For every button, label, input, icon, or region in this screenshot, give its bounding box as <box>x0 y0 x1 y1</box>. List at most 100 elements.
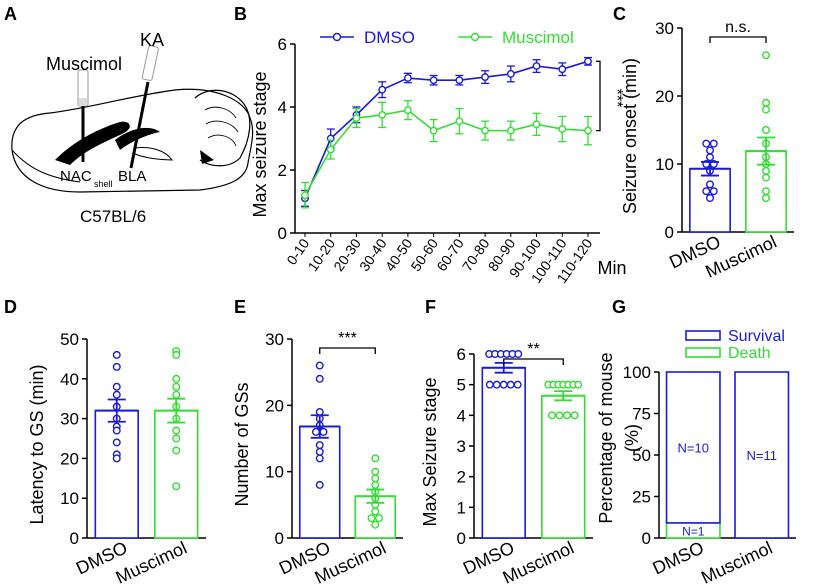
y-tick-label: 10 <box>655 155 674 174</box>
nac-label: NAC <box>60 168 92 185</box>
individual-point <box>312 427 321 436</box>
data-point <box>429 76 438 85</box>
x-tick-label: 20-30 <box>330 235 364 274</box>
individual-point <box>555 411 564 420</box>
individual-point <box>112 382 121 391</box>
y-tick-label: 40 <box>60 370 79 389</box>
panel-b-letter: B <box>234 4 247 24</box>
individual-point <box>709 187 718 196</box>
data-point <box>404 74 412 82</box>
individual-point <box>563 411 572 420</box>
legend-survival-label: Survival <box>728 328 785 345</box>
y-tick-label: 4 <box>457 406 466 425</box>
y-tick-label: 75 <box>632 405 651 424</box>
individual-point <box>513 380 522 389</box>
individual-point <box>315 374 324 383</box>
individual-point <box>706 153 715 162</box>
data-point <box>558 125 567 133</box>
y-tick-label: 0 <box>457 529 466 548</box>
y-tick-label: 20 <box>265 396 284 415</box>
ka-cannula-shaft <box>129 81 150 169</box>
data-point <box>301 191 309 200</box>
bar-muscimol <box>541 394 586 539</box>
y-tick-label: 0 <box>70 529 79 548</box>
y-tick-label: 6 <box>278 35 287 54</box>
corpus-callosum <box>55 121 130 165</box>
individual-point <box>514 350 523 359</box>
individual-point <box>112 390 121 399</box>
individual-point <box>172 434 181 443</box>
y-tick-label: 1 <box>457 498 466 517</box>
individual-point <box>315 441 324 450</box>
individual-point <box>506 380 515 389</box>
individual-point <box>762 187 771 196</box>
x-axis-label: Min <box>597 258 626 278</box>
y-tick-label: 10 <box>265 463 284 482</box>
individual-point <box>172 382 181 391</box>
data-point <box>429 126 438 135</box>
individual-point <box>319 427 328 436</box>
data-point <box>326 145 335 154</box>
panel-a-letter: A <box>4 4 17 24</box>
olfactory-line <box>11 149 81 183</box>
individual-point <box>315 480 324 489</box>
individual-point <box>371 467 380 476</box>
y-tick-label: 30 <box>655 19 674 38</box>
muscimol-cannula-base <box>79 98 87 106</box>
data-point <box>532 120 541 129</box>
survival-count-label: N=11 <box>747 448 777 463</box>
x-tick-label-muscimol: Muscimol <box>698 537 775 584</box>
individual-point <box>762 98 771 107</box>
individual-point <box>315 447 324 456</box>
individual-point <box>112 362 121 371</box>
y-tick-label: 0 <box>642 529 651 548</box>
x-tick-label: 70-80 <box>459 235 493 274</box>
ka-cannula-cap <box>141 45 159 81</box>
y-tick-label: 2 <box>278 161 287 180</box>
individual-point <box>574 380 583 389</box>
panel-g-letter: G <box>612 297 626 317</box>
data-point <box>378 85 387 94</box>
bar-survival-dmso <box>665 371 721 524</box>
data-point <box>584 126 592 135</box>
individual-point <box>112 454 121 463</box>
individual-point <box>375 514 384 523</box>
x-tick-label: 40-50 <box>382 235 416 274</box>
panel-f-letter: F <box>425 297 436 317</box>
data-point <box>532 62 541 70</box>
panel-b-line-chart: 02460-1010-2020-3030-4040-5050-6060-7070… <box>250 28 627 286</box>
individual-point <box>702 139 711 148</box>
data-point <box>455 117 464 126</box>
individual-point <box>172 446 181 455</box>
individual-point <box>315 361 324 370</box>
significance-bracket <box>319 347 376 354</box>
y-tick-label: 10 <box>60 489 79 508</box>
individual-point <box>762 173 771 182</box>
shell-label: shell <box>94 179 113 189</box>
individual-point <box>762 193 771 202</box>
legend-marker <box>332 32 342 42</box>
panel-a: A Muscimol KA NAC shell BLA C57BL/6 <box>4 4 254 226</box>
individual-point <box>371 520 380 529</box>
individual-point <box>709 139 718 148</box>
death-count-label: N=1 <box>682 524 705 538</box>
individual-point <box>706 193 715 202</box>
individual-point <box>702 187 711 196</box>
y-tick-label: 0 <box>278 224 287 243</box>
series-line-muscimol <box>304 109 589 196</box>
significance-bracket <box>596 60 601 132</box>
brainstem-mark <box>200 150 214 164</box>
y-tick-label: 3 <box>457 437 466 456</box>
individual-point <box>762 105 771 114</box>
data-point <box>378 110 387 119</box>
y-tick-label: 25 <box>632 488 651 507</box>
individual-point <box>570 411 579 420</box>
survival-count-label: N=10 <box>678 440 709 455</box>
legend-death-swatch <box>685 347 721 358</box>
data-point <box>404 106 412 115</box>
individual-point <box>367 514 376 523</box>
individual-point <box>172 374 181 383</box>
individual-point <box>371 480 380 489</box>
